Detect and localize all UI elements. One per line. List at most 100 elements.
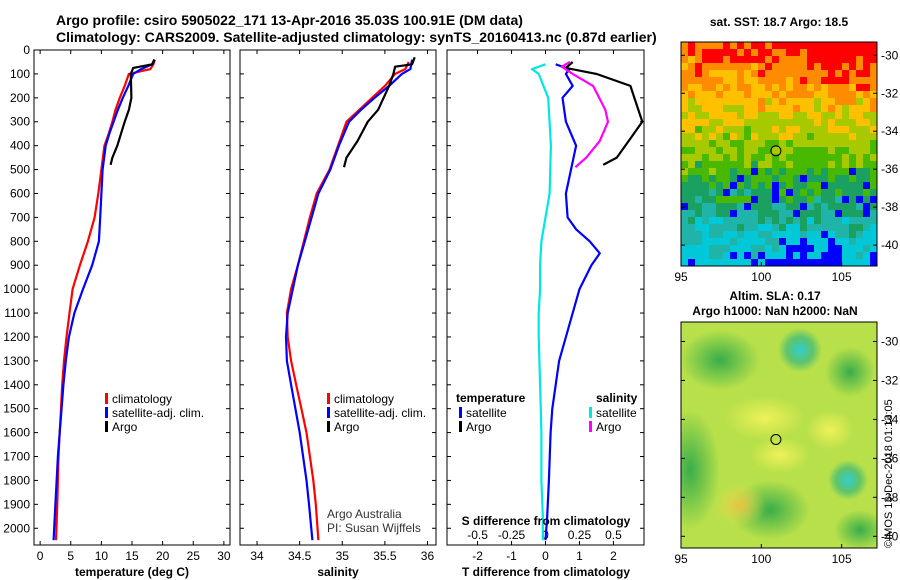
sst-pixel — [702, 84, 709, 91]
sst-pixel — [828, 98, 835, 105]
sst-pixel — [695, 42, 702, 49]
sst-pixel — [716, 56, 723, 63]
sst-pixel — [779, 105, 786, 112]
sst-pixel — [751, 140, 758, 147]
sst-pixel — [800, 238, 807, 245]
sst-pixel — [716, 154, 723, 161]
sst-pixel — [807, 231, 814, 238]
salinity-x-axis: 34 34.5 35 35.5 36 — [250, 50, 434, 563]
sst-pixel — [835, 252, 842, 259]
map-lat-label: -30 — [881, 48, 899, 62]
sst-pixel — [835, 175, 842, 182]
sst-pixel — [793, 119, 800, 126]
sst-pixel — [723, 126, 730, 133]
map-lon-label: 100 — [751, 552, 771, 566]
temperature-panel: 0100200300400500600700800900100011001200… — [3, 43, 231, 579]
sst-pixel — [758, 98, 765, 105]
sst-pixel — [849, 126, 856, 133]
sst-pixel — [807, 140, 814, 147]
sst-pixel — [730, 105, 737, 112]
temperature-series — [52, 59, 156, 541]
sst-pixel — [681, 245, 688, 252]
sst-pixel — [814, 168, 821, 175]
sst-pixel — [730, 161, 737, 168]
sst-pixel — [828, 189, 835, 196]
sst-pixel — [758, 231, 765, 238]
sst-pixel — [856, 140, 863, 147]
sst-pixel — [744, 252, 751, 259]
sst-pixel — [688, 77, 695, 84]
sst-pixel — [758, 133, 765, 140]
sst-pixel — [793, 189, 800, 196]
map-lat-label: -32 — [881, 373, 899, 387]
sst-pixel — [870, 91, 877, 98]
sst-pixel — [856, 84, 863, 91]
sst-pixel — [751, 238, 758, 245]
sst-pixel — [786, 168, 793, 175]
sst-pixel — [772, 182, 779, 189]
sst-pixel — [842, 42, 849, 49]
sst-pixel — [842, 77, 849, 84]
depth-tick-label: 1000 — [3, 282, 30, 296]
depth-tick-label: 800 — [10, 234, 30, 248]
sst-pixel — [842, 217, 849, 224]
sst-pixel — [765, 105, 772, 112]
sst-pixel — [716, 42, 723, 49]
sst-pixel — [723, 98, 730, 105]
sst-pixel — [765, 91, 772, 98]
sst-pixel — [744, 168, 751, 175]
sst-pixel — [863, 203, 870, 210]
sst-pixel — [842, 140, 849, 147]
sst-pixel — [730, 56, 737, 63]
sst-pixel — [737, 147, 744, 154]
sst-pixel — [828, 63, 835, 70]
sst-pixel — [800, 91, 807, 98]
sst-pixel — [709, 189, 716, 196]
sst-pixel — [695, 105, 702, 112]
sst-pixel — [856, 231, 863, 238]
sst-pixel — [695, 98, 702, 105]
depth-tick-label: 300 — [10, 115, 30, 129]
sst-pixel — [870, 182, 877, 189]
sst-pixel — [681, 238, 688, 245]
sst-pixel — [849, 259, 856, 266]
temperature-x-label: temperature (deg C) — [75, 565, 189, 579]
sst-pixel — [758, 140, 765, 147]
sst-pixel — [821, 252, 828, 259]
sst-pixel — [765, 147, 772, 154]
sst-pixel — [758, 119, 765, 126]
sst-pixel — [744, 63, 751, 70]
sst-pixel — [779, 49, 786, 56]
sst-pixel — [716, 168, 723, 175]
legend-swatch-s-satellite — [589, 407, 592, 418]
x-tick-label: 5 — [67, 549, 74, 563]
sst-pixel — [835, 231, 842, 238]
sst-pixel — [730, 168, 737, 175]
sst-pixel — [751, 77, 758, 84]
sst-pixel — [723, 245, 730, 252]
sst-pixel — [695, 210, 702, 217]
sst-pixel — [779, 161, 786, 168]
sst-pixel — [681, 98, 688, 105]
sst-pixel — [716, 77, 723, 84]
sst-pixel — [835, 161, 842, 168]
sst-pixel — [779, 175, 786, 182]
sst-pixel — [702, 77, 709, 84]
legend-swatch-climatology — [105, 393, 108, 404]
sst-pixel — [814, 91, 821, 98]
sst-pixel — [779, 203, 786, 210]
sst-pixel — [688, 210, 695, 217]
x-tick-label: 10 — [95, 549, 109, 563]
sst-pixel — [702, 147, 709, 154]
sst-pixel — [856, 196, 863, 203]
sst-pixel — [786, 84, 793, 91]
salinity-depth-ticks — [240, 49, 436, 529]
sst-pixel — [842, 224, 849, 231]
difference-depth-ticks — [447, 49, 644, 529]
sst-pixel — [821, 168, 828, 175]
sst-pixel — [737, 105, 744, 112]
sst-pixel — [723, 119, 730, 126]
sst-pixel — [723, 224, 730, 231]
sst-pixel — [870, 105, 877, 112]
sst-pixel — [730, 224, 737, 231]
